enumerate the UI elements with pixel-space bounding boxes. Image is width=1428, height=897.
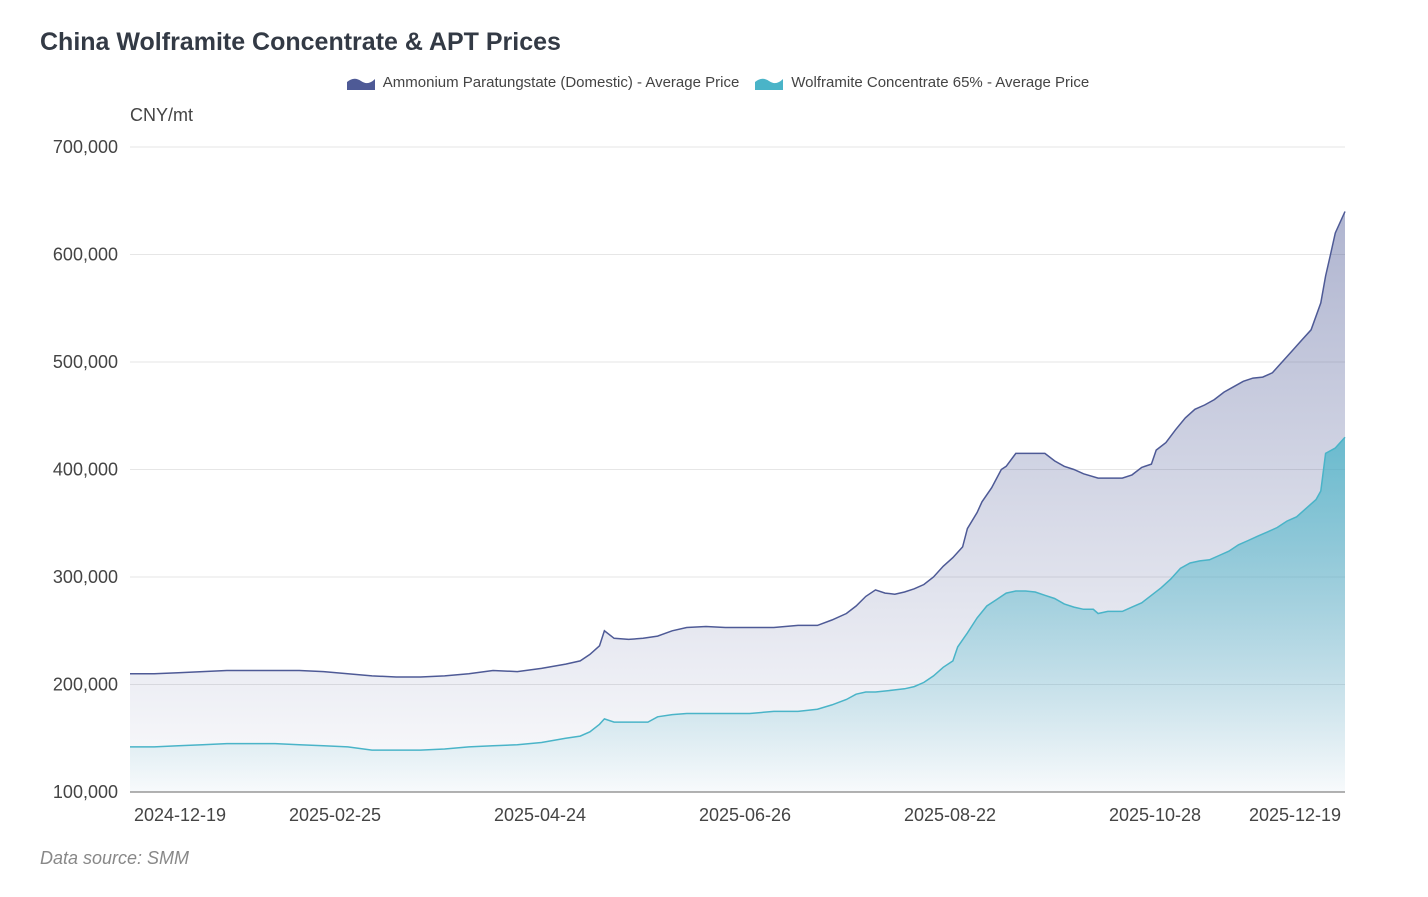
series-line-1	[130, 436, 1346, 751]
legend-item-wolframite[interactable]: Wolframite Concentrate 65% - Average Pri…	[755, 74, 1089, 91]
x-tick-label: 2024-12-19	[134, 805, 226, 825]
series-area-1	[130, 437, 1345, 792]
x-tick-label: 2025-04-24	[494, 805, 586, 825]
y-tick-label: 500,000	[53, 352, 118, 372]
legend-swatch-wolframite-icon	[755, 78, 784, 90]
y-tick-label: 200,000	[53, 675, 118, 695]
x-tick-label: 2025-06-26	[699, 805, 791, 825]
y-tick-label: 700,000	[53, 137, 118, 157]
y-tick-label: 100,000	[53, 782, 118, 802]
y-tick-label: 300,000	[53, 567, 118, 587]
legend-item-apt[interactable]: Ammonium Paratungstate (Domestic) - Aver…	[346, 74, 740, 91]
x-tick-label: 2025-10-28	[1109, 805, 1201, 825]
legend-swatch-apt-icon	[346, 78, 375, 90]
series-line-0	[130, 211, 1346, 678]
data-source: Data source: SMM	[40, 848, 190, 868]
legend: Ammonium Paratungstate (Domestic) - Aver…	[0, 74, 1428, 91]
legend-label-apt: Ammonium Paratungstate (Domestic) - Aver…	[382, 74, 740, 91]
x-tick-label: 2025-08-22	[904, 805, 996, 825]
x-tick-label: 2025-12-19	[1249, 805, 1341, 825]
y-tick-label: 600,000	[53, 245, 118, 265]
y-axis-unit: CNY/mt	[130, 105, 193, 125]
y-tick-label: 400,000	[53, 460, 118, 480]
chart-title: China Wolframite Concentrate & APT Price…	[40, 28, 561, 56]
x-tick-label: 2025-02-25	[289, 805, 381, 825]
legend-label-wolframite: Wolframite Concentrate 65% - Average Pri…	[791, 74, 1090, 91]
